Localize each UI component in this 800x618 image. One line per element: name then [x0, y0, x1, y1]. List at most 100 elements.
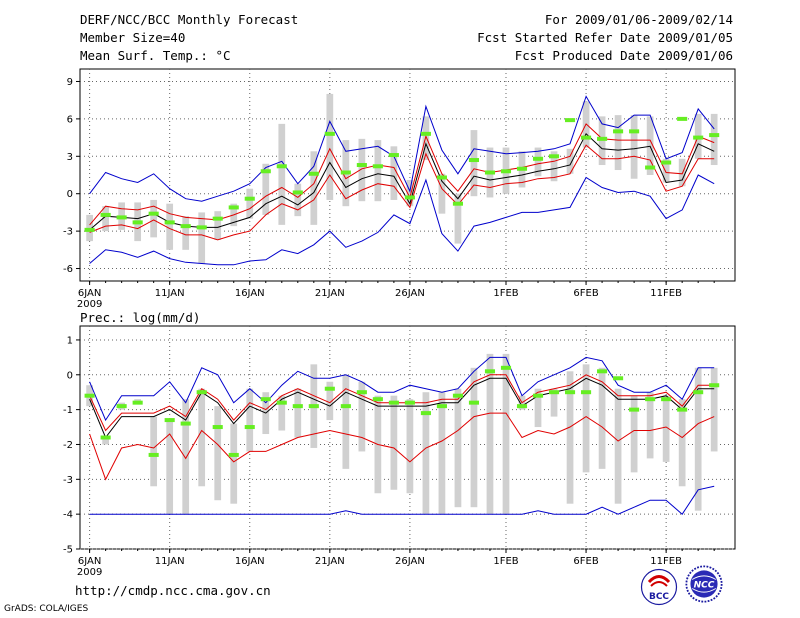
observed-marker	[212, 425, 223, 430]
observed-marker	[356, 163, 367, 168]
ncc-logo: NCC	[685, 565, 723, 603]
observed-marker	[132, 400, 143, 405]
spread-box	[278, 395, 286, 431]
observed-marker	[661, 397, 672, 402]
x-tick-label: 6FEB	[573, 288, 598, 299]
x-tick-label: 26JAN	[395, 288, 425, 299]
spread-box	[470, 130, 478, 197]
observed-marker	[677, 407, 688, 412]
spread-box	[422, 392, 430, 515]
y-tick-label: -3	[63, 227, 73, 238]
spread-box	[150, 199, 158, 238]
observed-marker	[452, 201, 463, 206]
spread-box	[614, 388, 622, 504]
series-ensemble-mean	[89, 132, 715, 231]
y-tick-label: -1	[63, 405, 73, 416]
observed-marker	[244, 425, 255, 430]
observed-marker	[581, 135, 592, 140]
series-mean-plus-std	[89, 374, 715, 432]
observed-marker	[84, 393, 95, 398]
series-ensemble-min	[89, 174, 715, 266]
observed-marker	[308, 171, 319, 176]
observed-marker	[484, 369, 496, 374]
observed-marker	[709, 383, 720, 388]
forecast-start-date: Fcst Started Refer Date 2009/01/05	[477, 30, 733, 45]
observed-marker	[452, 393, 463, 398]
observed-marker	[565, 118, 576, 123]
observed-marker	[340, 170, 351, 175]
observed-marker	[629, 129, 640, 134]
x-tick-label: 11JAN	[155, 556, 185, 567]
observed-marker	[693, 135, 704, 140]
spread-box	[390, 395, 398, 490]
observed-marker	[645, 397, 656, 402]
source-url[interactable]: http://cmdp.ncc.cma.gov.cn	[75, 583, 271, 598]
spread-box	[406, 399, 414, 494]
spread-box	[182, 399, 190, 515]
spread-box	[470, 367, 478, 508]
observed-marker	[613, 376, 624, 381]
observed-marker	[548, 154, 560, 159]
observed-marker	[372, 397, 383, 402]
series-mean-minus-std	[89, 412, 715, 481]
observed-marker	[629, 407, 640, 412]
series-ensemble-mean	[89, 377, 715, 439]
observed-marker	[548, 390, 560, 395]
series-mean-plus-std	[89, 123, 715, 226]
spread-box	[214, 211, 222, 240]
observed-marker	[516, 404, 528, 409]
observed-marker	[116, 404, 127, 409]
spread-box	[358, 381, 366, 452]
observed-marker	[436, 175, 447, 180]
y-tick-label: 0	[67, 370, 73, 381]
observed-marker	[484, 170, 496, 175]
spread-box	[614, 115, 622, 171]
observed-marker	[196, 390, 207, 395]
observed-marker	[645, 165, 656, 170]
x-tick-label: 16JAN	[235, 288, 265, 299]
spread-box	[710, 113, 718, 166]
x-tick-label: 11FEB	[650, 288, 682, 299]
x-tick-label: 26JAN	[395, 556, 425, 567]
observed-marker	[180, 224, 191, 229]
spread-box	[646, 392, 654, 459]
chart-title: DERF/NCC/BCC Monthly Forecast	[80, 12, 299, 27]
y-tick-label: -6	[63, 264, 73, 275]
observed-marker	[212, 216, 223, 221]
spread-box	[294, 183, 302, 217]
spread-box	[694, 367, 702, 511]
spread-box	[230, 423, 238, 504]
spread-box	[342, 374, 350, 469]
observed-marker	[148, 211, 159, 216]
spread-box	[630, 115, 638, 179]
forecast-produced-date: Fcst Produced Date 2009/01/06	[514, 48, 733, 63]
bcc-logo: BCC	[640, 568, 678, 606]
observed-marker	[292, 190, 303, 195]
observed-marker	[661, 160, 672, 165]
spread-box	[390, 146, 398, 200]
observed-marker	[148, 452, 159, 457]
x-tick-label: 1FEB	[493, 556, 518, 567]
observed-marker	[100, 435, 111, 440]
bcc-logo-text: BCC	[649, 592, 669, 602]
observed-marker	[709, 133, 720, 138]
spread-box	[662, 395, 670, 462]
spread-box	[566, 148, 574, 174]
spread-box	[422, 116, 430, 161]
spread-box	[502, 353, 510, 515]
observed-marker	[500, 365, 512, 370]
y-tick-label: 6	[67, 114, 73, 125]
x-tick-label: 6FEB	[573, 556, 598, 567]
x-tick-year: 2009	[77, 567, 102, 578]
spread-box	[486, 353, 494, 515]
observed-marker	[308, 404, 319, 409]
spread-box	[102, 206, 109, 232]
observed-marker	[84, 227, 95, 232]
spread-box	[438, 173, 446, 214]
y-tick-label: 3	[67, 152, 73, 163]
observed-marker	[468, 158, 480, 163]
spread-box	[166, 420, 174, 515]
spread-box	[198, 388, 206, 487]
observed-marker	[597, 369, 608, 374]
